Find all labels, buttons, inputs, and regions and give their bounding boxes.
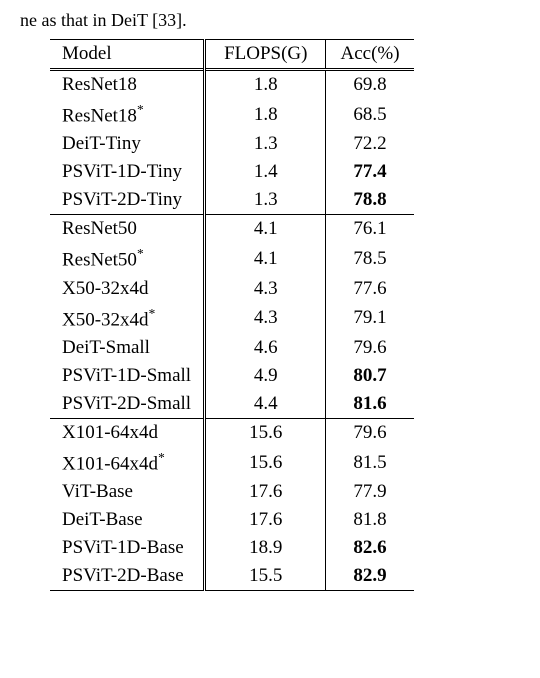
model-cell: PSViT-1D-Tiny: [50, 158, 205, 186]
col-flops: FLOPS(G): [205, 40, 326, 70]
flops-cell: 15.6: [205, 418, 326, 447]
flops-cell: 4.3: [205, 275, 326, 303]
model-cell: DeiT-Small: [50, 334, 205, 362]
flops-cell: 4.6: [205, 334, 326, 362]
acc-cell: 76.1: [326, 215, 414, 244]
acc-cell: 72.2: [326, 130, 414, 158]
model-cell: ViT-Base: [50, 478, 205, 506]
table-row: ViT-Base17.677.9: [50, 478, 414, 506]
acc-cell: 77.4: [326, 158, 414, 186]
flops-cell: 1.8: [205, 99, 326, 130]
acc-cell: 79.6: [326, 418, 414, 447]
table-row: DeiT-Small4.679.6: [50, 334, 414, 362]
acc-cell: 81.6: [326, 390, 414, 419]
flops-cell: 4.4: [205, 390, 326, 419]
results-table: Model FLOPS(G) Acc(%) ResNet181.869.8Res…: [50, 39, 414, 591]
flops-cell: 15.6: [205, 447, 326, 478]
table-row: PSViT-1D-Tiny1.477.4: [50, 158, 414, 186]
acc-cell: 77.6: [326, 275, 414, 303]
flops-cell: 1.3: [205, 130, 326, 158]
flops-cell: 4.1: [205, 243, 326, 274]
model-cell: ResNet50: [50, 215, 205, 244]
acc-cell: 77.9: [326, 478, 414, 506]
table-row: ResNet50*4.178.5: [50, 243, 414, 274]
table-row: DeiT-Base17.681.8: [50, 506, 414, 534]
model-cell: PSViT-1D-Base: [50, 534, 205, 562]
acc-cell: 78.5: [326, 243, 414, 274]
table-row: ResNet181.869.8: [50, 70, 414, 100]
model-cell: X50-32x4d*: [50, 303, 205, 334]
caption-fragment: ne as that in DeiT [33].: [20, 10, 520, 31]
acc-cell: 82.6: [326, 534, 414, 562]
header-row: Model FLOPS(G) Acc(%): [50, 40, 414, 70]
table-row: ResNet18*1.868.5: [50, 99, 414, 130]
acc-cell: 78.8: [326, 186, 414, 215]
acc-cell: 68.5: [326, 99, 414, 130]
acc-cell: 81.8: [326, 506, 414, 534]
model-cell: PSViT-1D-Small: [50, 362, 205, 390]
model-cell: ResNet50*: [50, 243, 205, 274]
flops-cell: 1.8: [205, 70, 326, 100]
model-cell: ResNet18: [50, 70, 205, 100]
table-row: ResNet504.176.1: [50, 215, 414, 244]
flops-cell: 17.6: [205, 478, 326, 506]
model-cell: PSViT-2D-Base: [50, 562, 205, 591]
table-row: PSViT-1D-Base18.982.6: [50, 534, 414, 562]
table-row: PSViT-2D-Tiny1.378.8: [50, 186, 414, 215]
model-cell: X101-64x4d*: [50, 447, 205, 478]
model-cell: X101-64x4d: [50, 418, 205, 447]
acc-cell: 80.7: [326, 362, 414, 390]
flops-cell: 4.3: [205, 303, 326, 334]
model-cell: DeiT-Base: [50, 506, 205, 534]
table-row: PSViT-1D-Small4.980.7: [50, 362, 414, 390]
acc-cell: 79.1: [326, 303, 414, 334]
flops-cell: 4.9: [205, 362, 326, 390]
table-row: PSViT-2D-Small4.481.6: [50, 390, 414, 419]
table-row: X50-32x4d*4.379.1: [50, 303, 414, 334]
table-row: X50-32x4d4.377.6: [50, 275, 414, 303]
model-cell: DeiT-Tiny: [50, 130, 205, 158]
acc-cell: 81.5: [326, 447, 414, 478]
flops-cell: 17.6: [205, 506, 326, 534]
acc-cell: 82.9: [326, 562, 414, 591]
acc-cell: 69.8: [326, 70, 414, 100]
table-row: DeiT-Tiny1.372.2: [50, 130, 414, 158]
table-row: X101-64x4d*15.681.5: [50, 447, 414, 478]
acc-cell: 79.6: [326, 334, 414, 362]
col-acc: Acc(%): [326, 40, 414, 70]
flops-cell: 15.5: [205, 562, 326, 591]
model-cell: PSViT-2D-Tiny: [50, 186, 205, 215]
col-model: Model: [50, 40, 205, 70]
model-cell: PSViT-2D-Small: [50, 390, 205, 419]
table-row: X101-64x4d15.679.6: [50, 418, 414, 447]
flops-cell: 1.4: [205, 158, 326, 186]
model-cell: ResNet18*: [50, 99, 205, 130]
table-row: PSViT-2D-Base15.582.9: [50, 562, 414, 591]
flops-cell: 4.1: [205, 215, 326, 244]
flops-cell: 1.3: [205, 186, 326, 215]
model-cell: X50-32x4d: [50, 275, 205, 303]
flops-cell: 18.9: [205, 534, 326, 562]
